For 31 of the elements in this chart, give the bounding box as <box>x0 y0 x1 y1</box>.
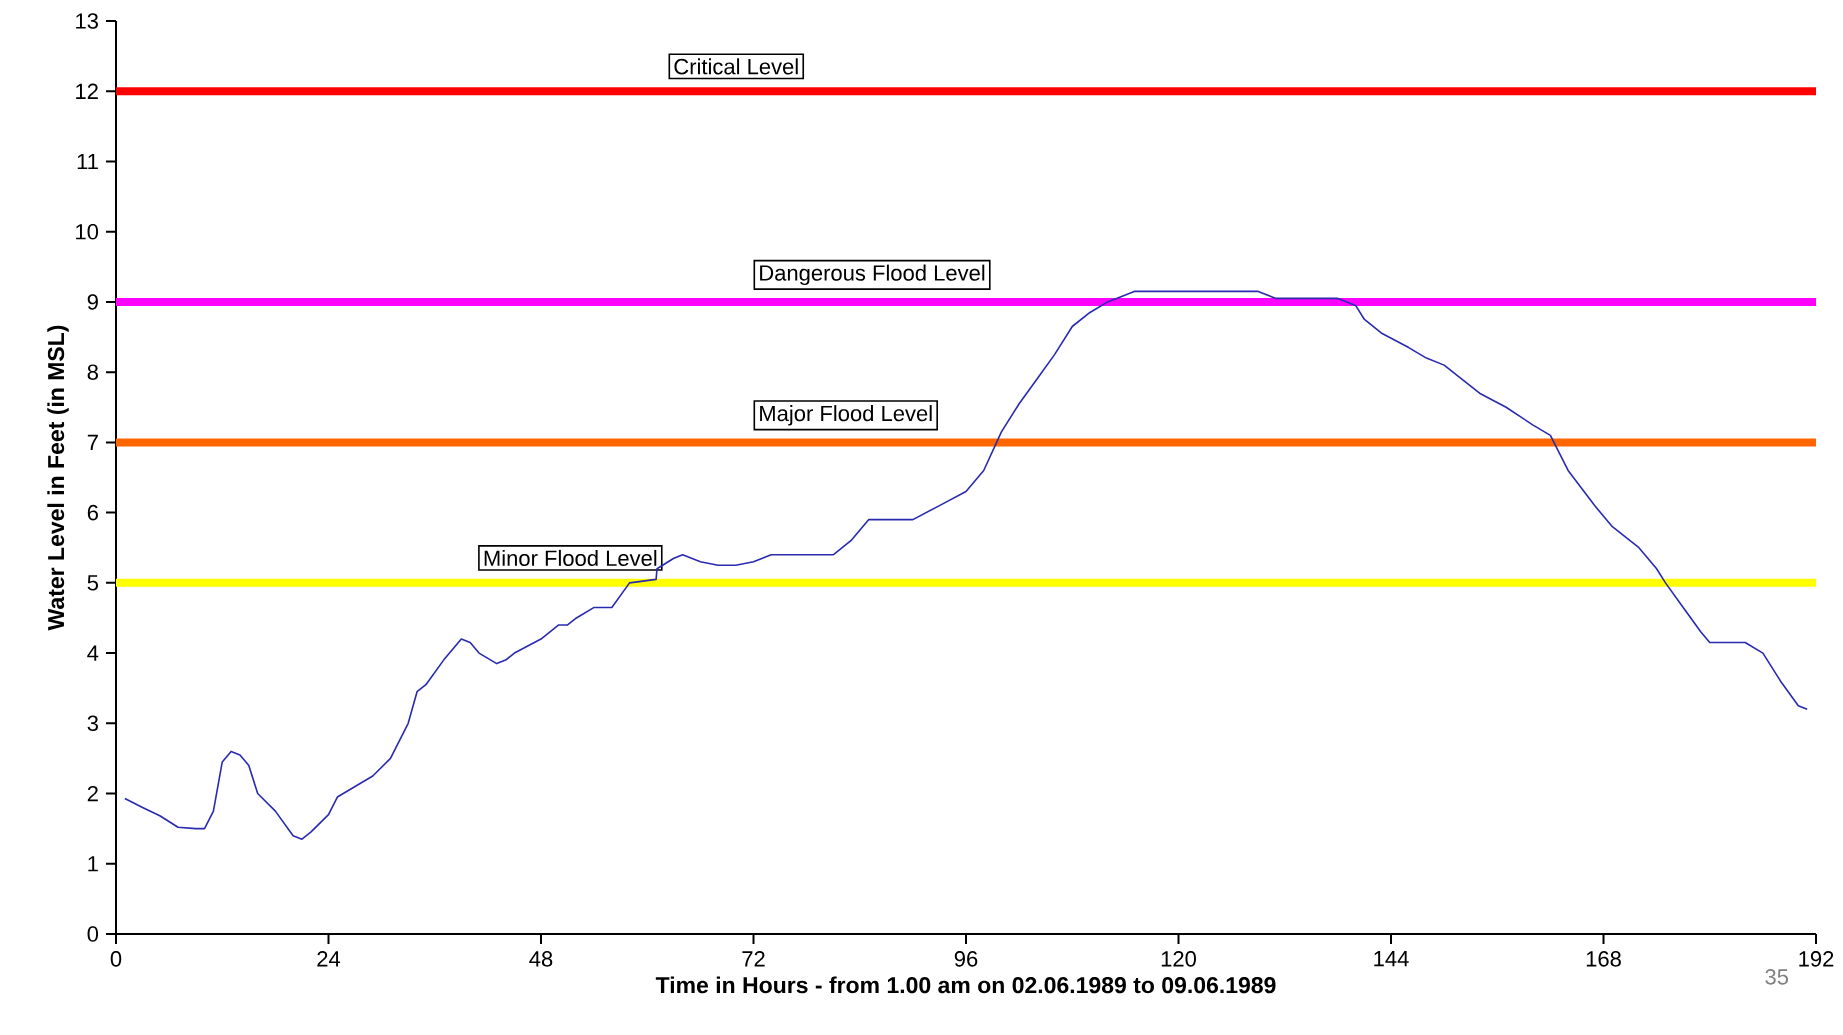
y-tick-label: 5 <box>87 575 98 591</box>
y-tick-label: 7 <box>87 434 98 450</box>
x-tick-label: 0 <box>110 951 122 967</box>
ref-line-label: Major Flood Level <box>760 405 932 426</box>
y-tick-label: 9 <box>87 294 98 310</box>
y-tick-label: 3 <box>87 715 98 732</box>
y-tick-label: 2 <box>87 785 98 802</box>
x-tick-label: 144 <box>1374 951 1409 967</box>
y-tick-label: 12 <box>76 83 98 99</box>
ref-line-label: Minor Flood Level <box>484 549 657 567</box>
y-tick-label: 10 <box>76 223 99 240</box>
x-tick-label: 168 <box>1586 951 1621 967</box>
line-series <box>124 290 1808 840</box>
x-tick-label: 192 <box>1799 951 1834 967</box>
x-tick-label: 96 <box>954 951 978 967</box>
y-tick-label: 8 <box>87 364 98 380</box>
ref-line-label: Dangerous Flood Level <box>760 264 985 286</box>
text: 35 <box>1765 969 1788 985</box>
x-tick-label: 120 <box>1161 951 1196 967</box>
ref-line-label: Critical Level <box>674 58 798 75</box>
x-tick-label: 24 <box>317 951 341 967</box>
y-tick-label: 6 <box>87 504 98 521</box>
x-tick-label: 48 <box>529 951 553 967</box>
x-tick-label: 72 <box>742 951 765 967</box>
y-tick-label: 4 <box>87 645 99 661</box>
y-tick-label: 11 <box>77 153 98 170</box>
y-tick-label: 1 <box>88 856 98 872</box>
x-axis-title: Time in Hours - from 1.00 am on 02.06.1989 to 09.06.1989 <box>655 976 1276 994</box>
y-tick-label: 13 <box>76 13 98 29</box>
y-axis-title: Water Level in Feet (in MSL) <box>47 325 69 631</box>
y-tick-label: 0 <box>87 926 99 942</box>
